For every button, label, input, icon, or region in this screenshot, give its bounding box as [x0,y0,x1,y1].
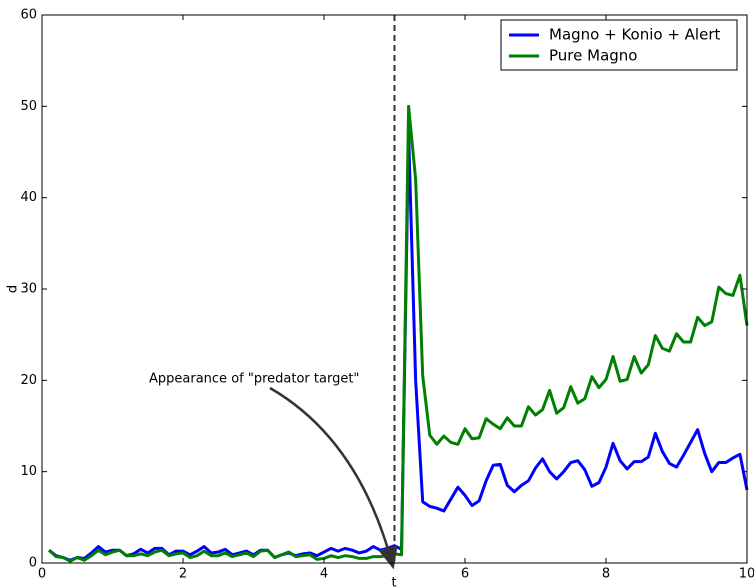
y-tick-label: 20 [20,373,37,388]
y-tick-label: 10 [20,464,37,479]
y-tick-label: 40 [20,190,37,205]
x-axis-label: t [391,576,396,587]
plot [48,15,749,563]
x-tick-label: 8 [602,567,610,582]
x-tick-label: 6 [461,567,469,582]
x-tick-label: 4 [320,567,328,582]
annotation-arrow [269,386,398,570]
annotation: Appearance of "predator target" [149,372,359,387]
y-tick-label: 0 [29,556,37,571]
x-tick-label: 0 [38,567,46,582]
legend: Magno + Konio + Alert Pure Magno [500,19,738,71]
legend-box [500,19,738,71]
legend-label: Pure Magno [549,47,637,65]
series-line [48,104,749,563]
legend-label: Magno + Konio + Alert [549,26,720,44]
x-tick-label: 2 [179,567,187,582]
y-tick-label: 60 [20,8,37,23]
y-tick-label: 30 [20,282,37,297]
y-tick-label: 50 [20,99,37,114]
x-tick-label: 10 [739,567,754,582]
y-axis-label: d [6,285,21,293]
